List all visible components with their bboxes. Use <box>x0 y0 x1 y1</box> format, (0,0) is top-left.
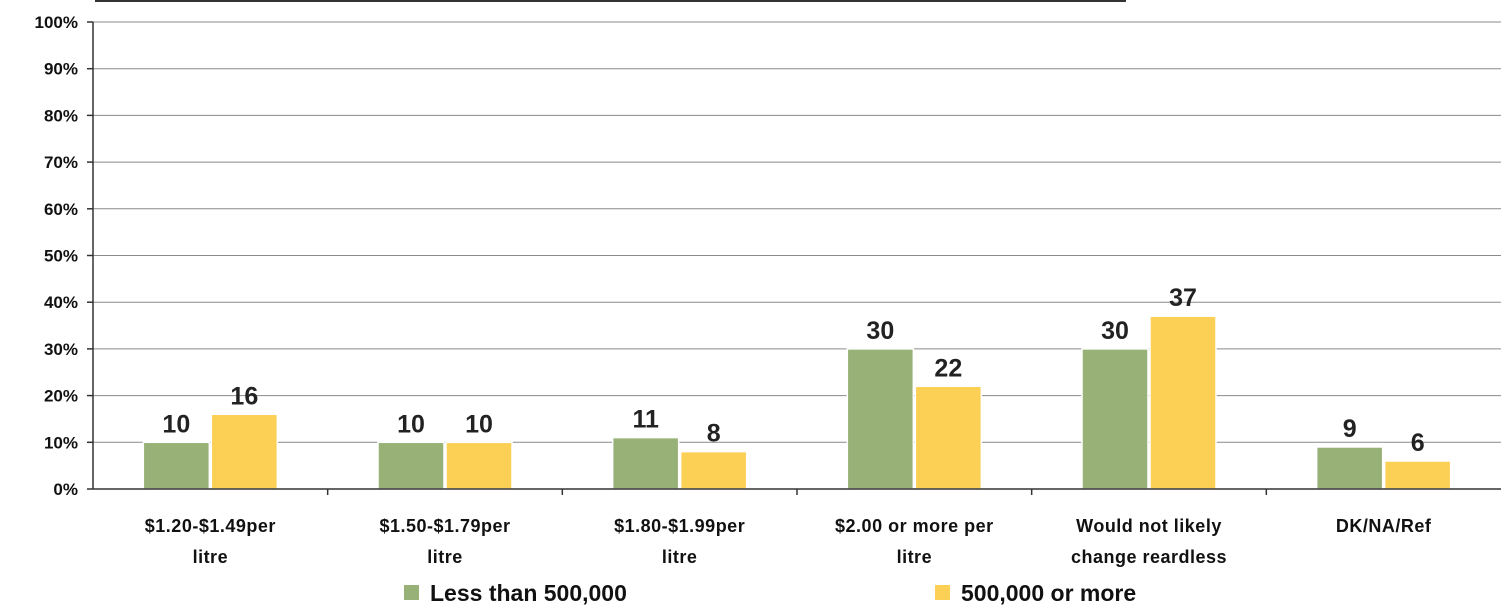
x-tick-label: $2.00 or more per <box>835 516 994 536</box>
x-tick-label: litre <box>193 547 229 567</box>
data-label: 8 <box>707 420 721 448</box>
y-tick-label: 30% <box>44 340 78 359</box>
x-tick-label: Would not likely <box>1076 516 1222 536</box>
bar <box>1315 446 1384 490</box>
x-tick-label: litre <box>662 547 698 567</box>
data-label: 10 <box>397 410 425 438</box>
bar <box>1383 460 1452 490</box>
data-label: 11 <box>632 406 659 434</box>
data-label: 9 <box>1343 415 1357 443</box>
legend-label: 500,000 or more <box>961 580 1136 606</box>
data-label: 10 <box>465 410 493 438</box>
bar <box>210 413 279 490</box>
legend-swatch <box>935 585 950 600</box>
y-tick-label: 20% <box>44 387 78 406</box>
y-tick-label: 50% <box>44 247 78 266</box>
y-tick-label: 80% <box>44 106 78 125</box>
legend-label: Less than 500,000 <box>430 580 627 606</box>
legend: Less than 500,000 500,000 or more <box>404 580 1136 606</box>
y-tick-label: 60% <box>44 200 78 219</box>
data-label: 30 <box>1101 317 1129 345</box>
y-tick-label: 40% <box>44 293 78 312</box>
y-tick-label: 70% <box>44 153 78 172</box>
y-tick-label: 100% <box>35 13 78 32</box>
x-tick-label: change reardless <box>1071 547 1227 567</box>
y-tick-label: 0% <box>53 480 78 499</box>
bar <box>914 385 983 490</box>
data-label: 10 <box>162 410 190 438</box>
bar <box>445 441 513 490</box>
x-tick-label: litre <box>897 547 933 567</box>
bar <box>1081 348 1149 490</box>
bar <box>1149 315 1217 490</box>
y-tick-label: 10% <box>44 433 78 452</box>
data-label: 30 <box>866 317 894 345</box>
x-tick-label: DK/NA/Ref <box>1336 516 1432 536</box>
data-label: 22 <box>934 354 962 382</box>
x-tick-label: litre <box>427 547 463 567</box>
data-labels: 10 16 10 10 11 8 30 22 30 37 9 6 <box>162 284 1424 457</box>
bar <box>679 450 748 490</box>
data-label: 6 <box>1411 429 1425 457</box>
x-tick-label: $1.20-$1.49per <box>145 516 276 536</box>
data-label: 16 <box>230 382 258 410</box>
x-axis-ticks: $1.20-$1.49per litre $1.50-$1.79per litre $1… <box>145 489 1432 567</box>
y-tick-label: 90% <box>44 60 78 79</box>
x-tick-label: $1.80-$1.99per <box>614 516 745 536</box>
data-label: 37 <box>1169 284 1197 312</box>
bar <box>611 436 680 490</box>
y-axis-ticks: 0% 10% 20% 30% 40% 50% 60% 70% 80% 90% 100% <box>35 13 93 499</box>
x-tick-label: $1.50-$1.79per <box>379 516 510 536</box>
gridlines <box>93 21 1501 443</box>
bar <box>142 441 211 490</box>
bar <box>846 348 915 490</box>
legend-swatch <box>404 585 419 600</box>
bar <box>377 441 445 490</box>
bars <box>142 315 1452 490</box>
